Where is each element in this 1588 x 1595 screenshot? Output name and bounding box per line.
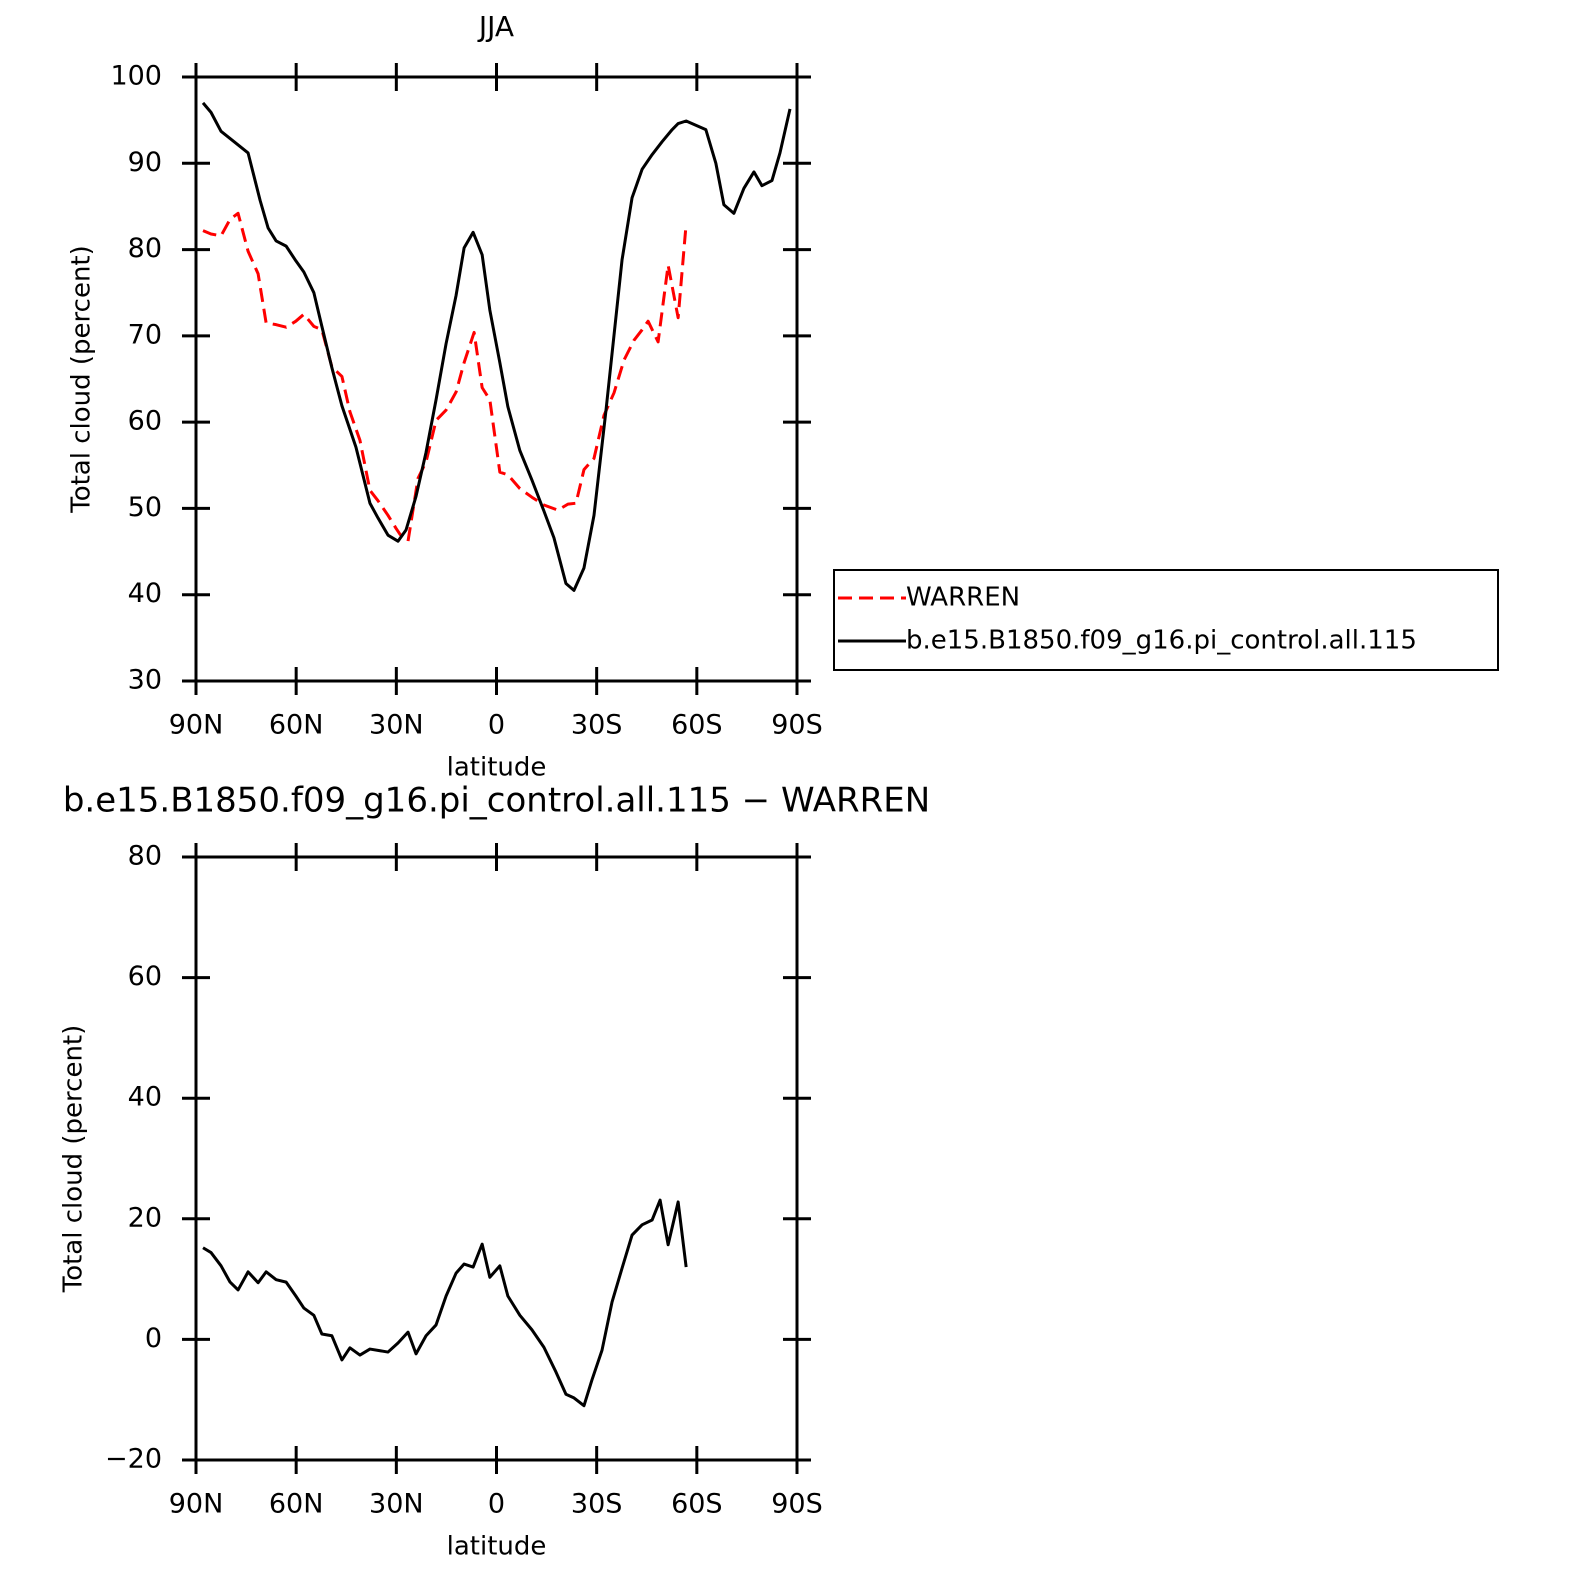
x-tick-label: 0 <box>488 710 505 741</box>
x-tick-label: 90N <box>169 710 224 741</box>
x-tick-label: 60S <box>671 1489 723 1520</box>
x-tick-label: 60N <box>269 710 324 741</box>
y-tick-label: 0 <box>145 1323 162 1354</box>
x-tick-label: 60N <box>269 1489 324 1520</box>
x-tick-label: 90N <box>169 1489 224 1520</box>
y-tick-label: 70 <box>128 319 162 350</box>
x-tick-label: 30N <box>369 710 424 741</box>
x-axis-title: latitude <box>447 1532 547 1562</box>
chart-title: b.e15.B1850.f09_g16.pi_control.all.115 −… <box>63 781 930 821</box>
x-tick-label: 60S <box>671 710 723 741</box>
legend-label: b.e15.B1850.f09_g16.pi_control.all.115 <box>906 626 1417 656</box>
x-tick-label: 0 <box>488 1489 505 1520</box>
y-tick-label: 30 <box>128 665 162 696</box>
y-tick-label: 90 <box>128 147 162 178</box>
y-tick-label: 40 <box>128 578 162 609</box>
plot-frame <box>194 75 799 683</box>
y-tick-label: 100 <box>110 61 162 92</box>
y-tick-label: −20 <box>105 1444 162 1475</box>
y-tick-label: 50 <box>128 492 162 523</box>
y-tick-label: 60 <box>128 406 162 437</box>
y-axis-title: Total cloud (percent) <box>59 1025 89 1294</box>
y-tick-label: 80 <box>128 841 162 872</box>
x-tick-label: 30S <box>571 710 623 741</box>
x-tick-label: 90S <box>771 710 823 741</box>
x-tick-label: 90S <box>771 1489 823 1520</box>
y-tick-label: 80 <box>128 233 162 264</box>
plot-frame <box>194 855 799 1462</box>
data-line <box>202 1198 688 1408</box>
y-tick-label: 60 <box>128 961 162 992</box>
y-tick-label: 20 <box>128 1202 162 1233</box>
x-axis-title: latitude <box>447 753 547 783</box>
y-axis-title: Total cloud (percent) <box>67 245 97 514</box>
legend-label: WARREN <box>906 583 1020 613</box>
x-tick-label: 30N <box>369 1489 424 1520</box>
x-tick-label: 30S <box>571 1489 623 1520</box>
y-tick-label: 40 <box>128 1082 162 1113</box>
legend-box <box>833 569 1499 671</box>
data-line <box>202 211 688 543</box>
chart-title: JJA <box>477 10 514 43</box>
data-line <box>201 101 792 592</box>
